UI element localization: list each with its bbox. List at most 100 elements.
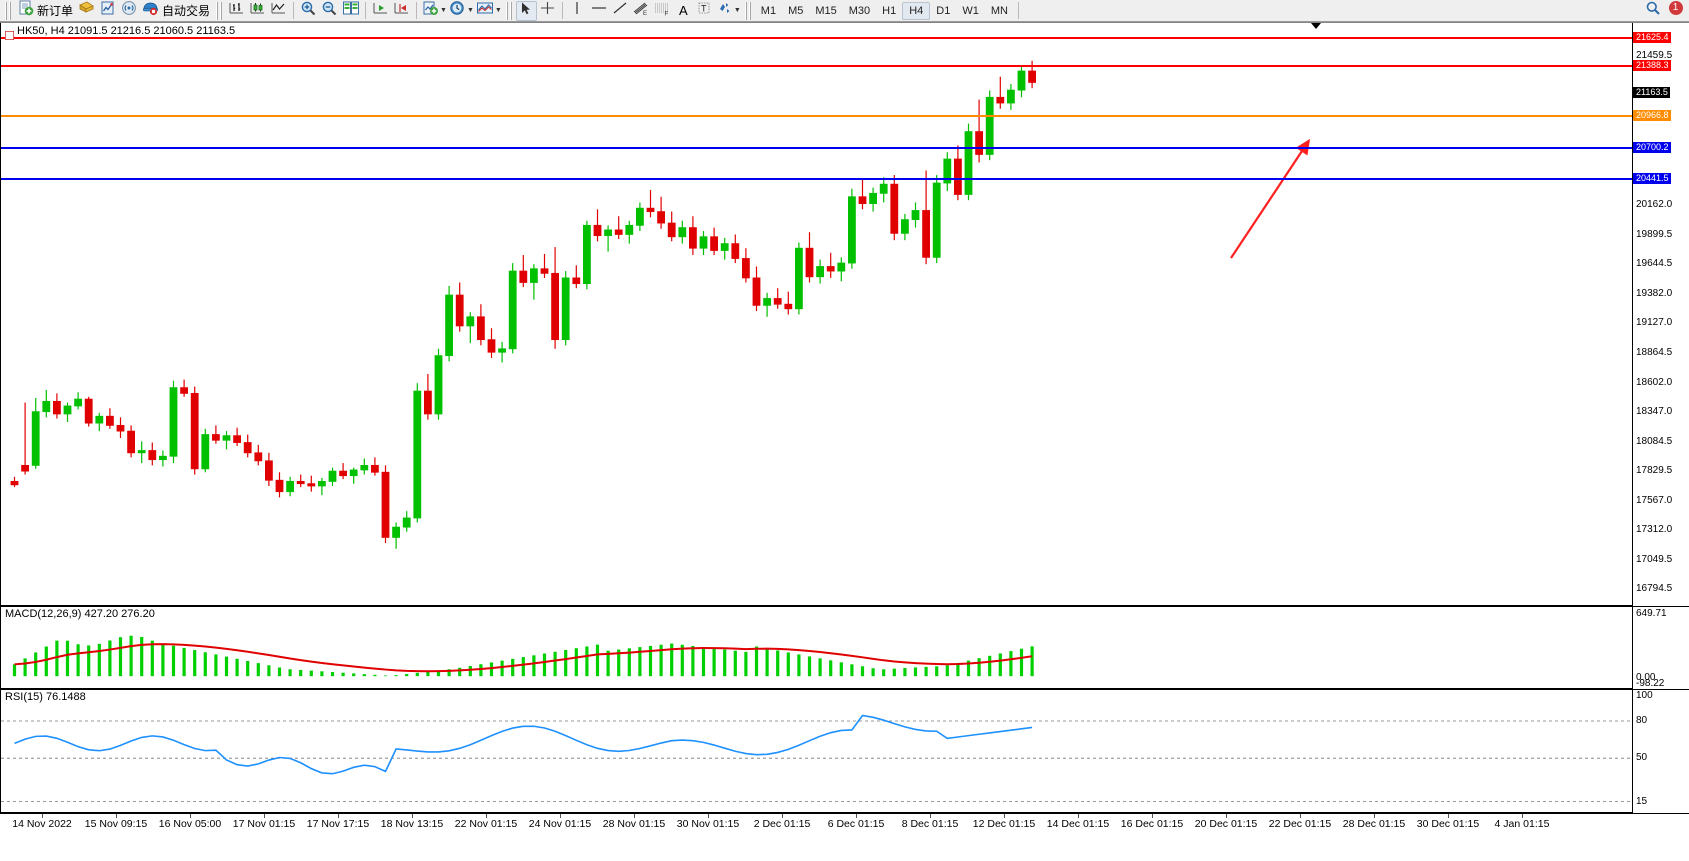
indicators-button[interactable] <box>97 1 118 21</box>
toolbar-separator-3 <box>416 2 418 19</box>
price-tick: 17567.0 <box>1636 495 1673 507</box>
timeframe-m5[interactable]: M5 <box>788 4 804 17</box>
uptrend-arrow-annotation[interactable] <box>1 23 1632 606</box>
signals-button[interactable] <box>118 1 139 21</box>
toolbar-grip-3[interactable] <box>505 1 513 20</box>
chart-shift-button[interactable] <box>370 1 391 21</box>
vertical-line-button[interactable] <box>567 1 588 21</box>
macd-pane[interactable]: MACD(12,26,9) 427.20 276.20 <box>0 606 1632 689</box>
time-tick-label: 15 Nov 09:15 <box>84 818 148 830</box>
chevron-down-icon[interactable]: ▼ <box>440 7 447 14</box>
chevron-down-icon[interactable]: ▼ <box>494 7 502 14</box>
time-tick-mark <box>264 814 265 818</box>
time-tick-label: 24 Nov 01:15 <box>528 818 592 830</box>
rsi-axis[interactable]: 100 80 50 15 <box>1632 689 1689 813</box>
search-magnifier-icon <box>1645 0 1661 21</box>
equidistant-channel-icon: E <box>632 0 650 21</box>
svg-text:F: F <box>665 11 669 16</box>
toolbar-grip[interactable] <box>5 1 12 20</box>
rsi-tick: 50 <box>1636 752 1648 764</box>
time-tick-label: 8 Dec 01:15 <box>901 818 959 830</box>
templates-button[interactable]: ▼ <box>475 1 503 21</box>
period-clock-button[interactable]: ▼ <box>448 1 475 21</box>
line-chart-icon <box>270 0 287 21</box>
horizontal-line-icon <box>589 0 609 21</box>
price-tick: 19644.5 <box>1636 257 1673 269</box>
auto-trading-button[interactable]: 自动交易 <box>139 1 213 21</box>
toolbar-grip-2[interactable] <box>216 1 224 20</box>
price-tag-21388.3[interactable]: 21388.3 <box>1633 60 1671 71</box>
notifications-button[interactable]: 1 <box>1665 1 1686 21</box>
timeframe-m30[interactable]: M30 <box>848 4 871 17</box>
rsi-tick: 80 <box>1636 715 1648 726</box>
macd-axis[interactable]: 649.71 0.00 -98.22 <box>1632 606 1689 689</box>
timeframe-m1[interactable]: M1 <box>760 4 777 17</box>
indicator-book-icon <box>100 0 116 21</box>
price-tag-20441.5[interactable]: 20441.5 <box>1633 173 1671 184</box>
main-toolbar: 新订单 <box>0 0 1689 22</box>
time-tick-label: 30 Nov 01:15 <box>676 818 740 830</box>
signal-wifi-icon <box>121 0 137 21</box>
timeframe-h4[interactable]: H4 <box>902 1 931 20</box>
clock-icon <box>449 0 466 21</box>
chevron-down-icon[interactable]: ▼ <box>466 7 474 14</box>
chart-header-label: HK50, H4 21091.5 21216.5 21060.5 21163.5 <box>17 25 236 37</box>
rsi-label: RSI(15) 76.1488 <box>5 691 86 703</box>
text-label-icon: T <box>696 0 712 21</box>
timeframe-m15[interactable]: M15 <box>815 4 837 17</box>
time-tick-label: 20 Dec 01:15 <box>1194 818 1258 830</box>
timeframe-mn[interactable]: MN <box>990 4 1008 17</box>
price-tick: 18602.0 <box>1636 376 1673 388</box>
fibonacci-button[interactable]: F <box>652 1 673 21</box>
bar-chart-button[interactable] <box>226 1 247 21</box>
zoom-in-icon <box>300 0 317 21</box>
search-button[interactable] <box>1642 1 1663 21</box>
template-chart-icon <box>476 0 494 21</box>
time-tick-mark <box>560 814 561 818</box>
shapes-arrows-button[interactable]: ▼ <box>715 1 742 21</box>
toolbar-grip-4[interactable] <box>744 1 752 20</box>
text-button[interactable]: A <box>673 1 694 21</box>
chevron-down-icon[interactable]: ▼ <box>733 7 741 14</box>
timeframe-w1[interactable]: W1 <box>962 4 979 17</box>
horizontal-line-button[interactable] <box>588 1 610 21</box>
price-tag-20700.2[interactable]: 20700.2 <box>1633 142 1671 153</box>
chart-collapse-icon[interactable] <box>4 27 15 41</box>
price-tick: 17312.0 <box>1636 524 1673 536</box>
chart-position-marker[interactable] <box>1311 23 1321 29</box>
rsi-pane[interactable]: RSI(15) 76.1488 <box>0 689 1632 813</box>
time-tick-label: 18 Nov 13:15 <box>380 818 444 830</box>
candlestick-chart-icon <box>249 0 266 21</box>
time-tick-mark <box>116 814 117 818</box>
price-pane[interactable]: HK50, H4 21091.5 21216.5 21060.5 21163.5 <box>0 23 1632 606</box>
line-chart-button[interactable] <box>268 1 289 21</box>
price-tick: 17829.5 <box>1636 465 1673 477</box>
tile-windows-button[interactable] <box>340 1 361 21</box>
time-tick-mark <box>634 814 635 818</box>
price-tag-21625.4[interactable]: 21625.4 <box>1633 32 1671 43</box>
time-tick-label: 2 Dec 01:15 <box>753 818 811 830</box>
price-axis[interactable]: 21459.5 20162.0 19899.5 19644.5 19382.0 19127… <box>1632 23 1689 606</box>
price-tag-20966.8[interactable]: 20966.8 <box>1633 110 1671 121</box>
equidistant-channel-button[interactable]: E <box>631 1 652 21</box>
svg-text:E: E <box>643 11 647 16</box>
text-label-button[interactable]: T <box>694 1 715 21</box>
toolbar-separator-4 <box>561 2 563 19</box>
time-axis[interactable]: 14 Nov 2022 15 Nov 09:15 16 Nov 05:00 17 No… <box>0 813 1689 861</box>
timeframe-h1[interactable]: H1 <box>882 4 897 17</box>
time-tick-mark <box>42 814 43 818</box>
new-order-button[interactable]: 新订单 <box>15 0 76 21</box>
cursor-button[interactable] <box>515 0 537 21</box>
price-tick: 21459.5 <box>1636 50 1673 62</box>
crosshair-button[interactable] <box>537 1 558 21</box>
add-indicator-icon <box>422 0 439 21</box>
add-indicator-button[interactable]: ▼ <box>421 1 448 21</box>
price-tag-21163.5[interactable]: 21163.5 <box>1633 87 1670 98</box>
trendline-button[interactable] <box>610 1 631 21</box>
zoom-out-button[interactable] <box>319 1 340 21</box>
chart-autoscroll-button[interactable] <box>391 1 412 21</box>
timeframe-d1[interactable]: D1 <box>936 4 951 17</box>
expert-advisor-button[interactable] <box>76 1 97 21</box>
zoom-in-button[interactable] <box>298 1 319 21</box>
candlestick-chart-button[interactable] <box>247 1 268 21</box>
